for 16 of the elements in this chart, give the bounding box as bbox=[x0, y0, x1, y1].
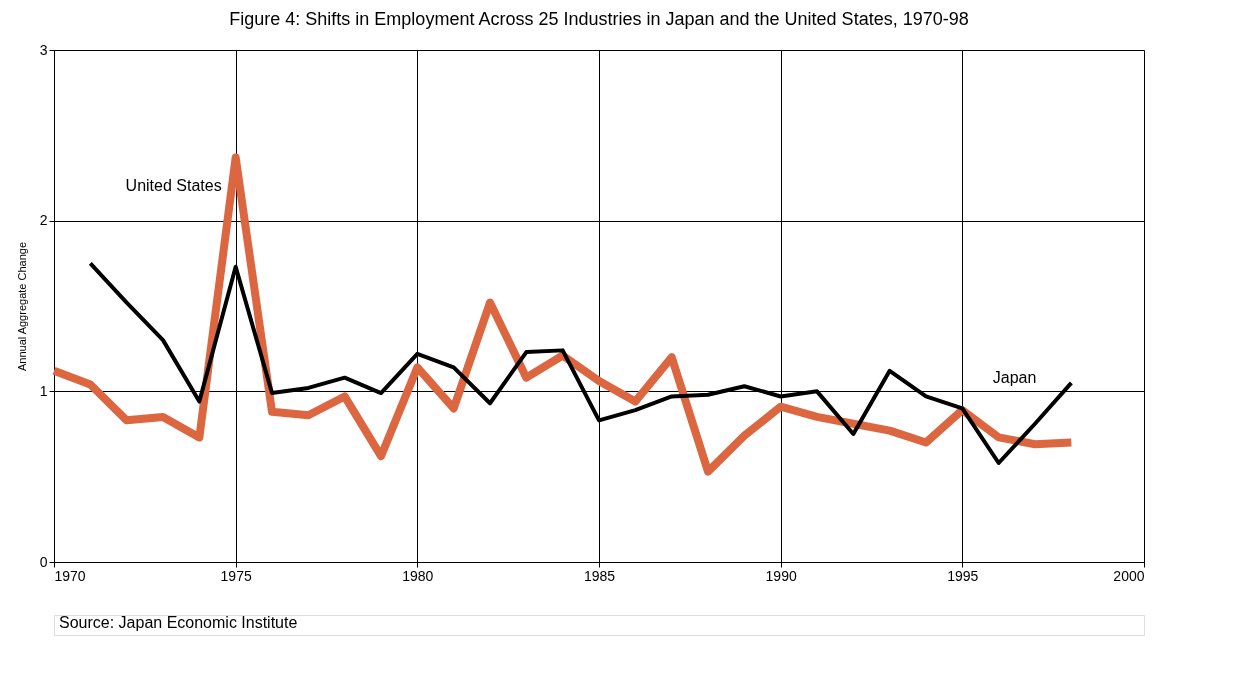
y-axis-title: Annual Aggregate Change bbox=[15, 241, 28, 372]
x-tick-label: 1995 bbox=[947, 567, 979, 584]
x-tick-label: 2000 bbox=[1113, 567, 1145, 584]
series-label: United States bbox=[125, 176, 222, 194]
y-tick-label: 0 bbox=[39, 553, 48, 570]
x-tick-label: 1985 bbox=[583, 567, 616, 584]
y-tick-label: 2 bbox=[39, 212, 48, 229]
y-tick-label: 3 bbox=[39, 41, 48, 58]
y-tick-label: 1 bbox=[39, 382, 48, 399]
series-label: Japan bbox=[992, 368, 1037, 386]
source-note: Source: Japan Economic Institute bbox=[59, 614, 298, 631]
x-tick-label: 1975 bbox=[220, 567, 252, 584]
chart-title: Figure 4: Shifts in Employment Across 25 Industries in Japan and the United States, 1970-98 bbox=[229, 9, 969, 29]
x-tick-label: 1970 bbox=[54, 567, 86, 584]
x-tick-label: 1980 bbox=[402, 567, 434, 584]
x-tick-label: 1990 bbox=[765, 567, 797, 584]
